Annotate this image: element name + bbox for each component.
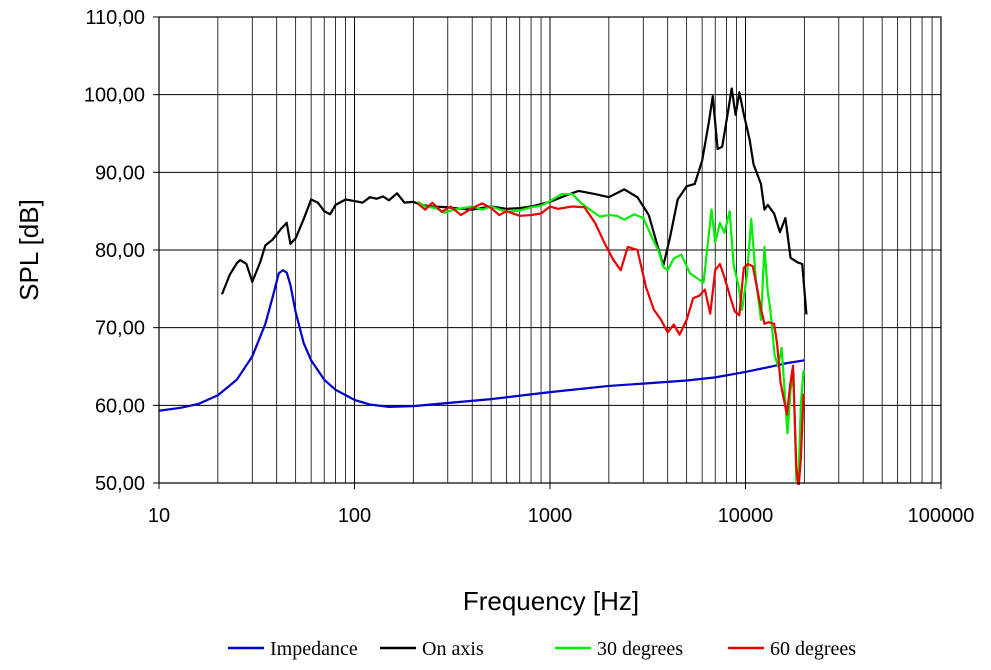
series-lines bbox=[159, 87, 808, 485]
y-tick-label: 50,00 bbox=[95, 473, 145, 495]
legend: Impedance On axis 30 degrees 60 degrees bbox=[228, 638, 856, 660]
y-tick-label: 110,00 bbox=[85, 7, 145, 29]
series-line-30-degrees bbox=[416, 192, 805, 482]
legend-label-30-degrees: 30 degrees bbox=[597, 638, 683, 660]
y-tick-label: 100,00 bbox=[84, 85, 145, 107]
x-tick-label: 100000 bbox=[908, 505, 975, 527]
y-tick-label: 70,00 bbox=[95, 318, 145, 340]
series-line-impedance bbox=[159, 269, 805, 412]
series-line-60-degrees bbox=[416, 201, 805, 485]
y-axis-title: SPL [dB] bbox=[14, 199, 44, 301]
x-tick-label: 100 bbox=[338, 505, 371, 527]
series-line-on-axis bbox=[220, 87, 808, 315]
x-tick-label: 10000 bbox=[718, 505, 774, 527]
y-tick-label: 80,00 bbox=[95, 240, 145, 262]
tick-labels: 50,00 60,00 70,00 80,00 90,00 100,00 110,00 10 1… bbox=[84, 7, 975, 527]
legend-label-60-degrees: 60 degrees bbox=[770, 638, 856, 660]
y-tick-label: 60,00 bbox=[95, 395, 145, 417]
x-tick-label: 1000 bbox=[528, 505, 573, 527]
x-axis-title: Frequency [Hz] bbox=[463, 586, 639, 616]
x-tick-label: 10 bbox=[148, 505, 170, 527]
tick-marks bbox=[153, 16, 942, 489]
legend-label-impedance: Impedance bbox=[270, 638, 358, 660]
legend-label-on-axis: On axis bbox=[422, 638, 484, 660]
y-tick-label: 90,00 bbox=[95, 162, 145, 184]
